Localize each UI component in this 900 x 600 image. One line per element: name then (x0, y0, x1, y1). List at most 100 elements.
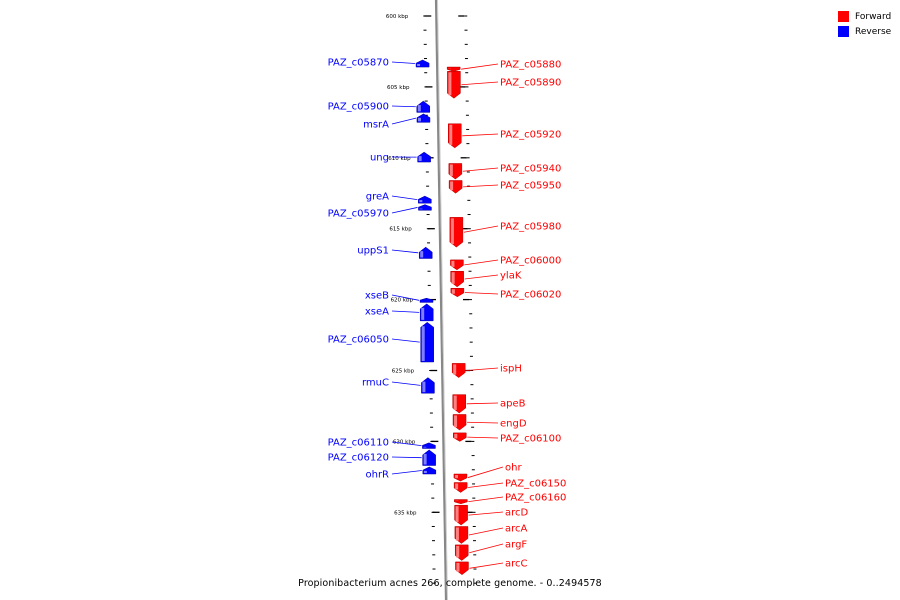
ruler-label-630: 630 kbp (393, 439, 416, 445)
label-leader-PAZ_c05920 (462, 133, 499, 137)
label-leader-arcD (468, 511, 504, 516)
gene-highlight (421, 307, 425, 320)
gene-label-arcD: arcD (505, 508, 529, 519)
label-leader-PAZ_c05900 (391, 105, 416, 108)
gene-label-ylaK: ylaK (500, 271, 522, 282)
gene-label-PAZ_c05890: PAZ_c05890 (500, 78, 561, 89)
label-leader-greA (391, 195, 418, 201)
label-leader-PAZ_c05980 (463, 225, 499, 233)
ruler-label-635: 635 kbp (394, 510, 417, 516)
gene-label-rmuC: rmuC (362, 378, 389, 389)
ruler-label-625: 625 kbp (392, 369, 415, 375)
label-leader-PAZ_c05970 (391, 207, 418, 214)
label-leader-PAZ_c06000 (464, 259, 499, 266)
gene-label-PAZ_c05920: PAZ_c05920 (500, 130, 561, 141)
gene-label-arcA: arcA (505, 524, 528, 535)
gene-highlight (451, 289, 455, 294)
gene-label-PAZ_c06160: PAZ_c06160 (505, 493, 566, 504)
backbone-line (434, 0, 448, 600)
label-leader-msrA (391, 117, 417, 125)
gene-highlight (454, 415, 458, 428)
label-leader-arcC (469, 562, 504, 569)
gene-label-ispH: ispH (500, 364, 522, 375)
gene-label-ohr: ohr (505, 463, 522, 474)
gene-label-PAZ_c06120: PAZ_c06120 (328, 453, 389, 464)
gene-forward-PAZ_c05880 (446, 66, 461, 72)
gene-label-PAZ_c05900: PAZ_c05900 (328, 102, 389, 113)
gene-label-PAZ_c06150: PAZ_c06150 (505, 479, 566, 490)
ruler-label-605: 605 kbp (387, 85, 410, 91)
gene-highlight (453, 364, 457, 375)
gene-label-engD: engD (500, 419, 527, 430)
label-leader-PAZ_c06120 (391, 456, 422, 459)
gene-label-PAZ_c05880: PAZ_c05880 (500, 60, 561, 71)
gene-label-PAZ_c06110: PAZ_c06110 (328, 438, 389, 449)
gene-label-PAZ_c06020: PAZ_c06020 (500, 290, 561, 301)
gene-label-arcC: arcC (505, 559, 528, 570)
gene-label-greA: greA (366, 192, 389, 203)
label-leader-ispH (466, 367, 499, 371)
label-leader-argF (469, 543, 504, 554)
gene-label-PAZ_c05950: PAZ_c05950 (500, 181, 561, 192)
label-leader-PAZ_c06150 (468, 482, 504, 488)
gene-highlight (417, 117, 421, 122)
legend-item-reverse[interactable]: Reverse (838, 24, 891, 39)
label-leader-PAZ_c05870 (391, 61, 416, 64)
label-leader-PAZ_c06050 (391, 338, 420, 343)
gene-label-uppS1: uppS1 (357, 246, 389, 257)
gene-highlight (451, 272, 455, 284)
gene-label-ohrR: ohrR (365, 470, 389, 481)
ruler-label-600: 600 kbp (386, 14, 409, 20)
gene-highlight (423, 446, 427, 448)
gene-highlight (456, 562, 460, 572)
gene-highlight (417, 105, 421, 112)
gene-label-PAZ_c05870: PAZ_c05870 (328, 58, 389, 69)
label-leader-PAZ_c06020 (464, 292, 499, 295)
map-caption: Propionibacterium acnes 266, complete ge… (298, 578, 602, 589)
gene-highlight (456, 545, 460, 558)
gene-forward-PAZ_c06160 (454, 499, 468, 505)
label-leader-rmuC (391, 381, 421, 386)
gene-highlight (423, 470, 427, 474)
gene-highlight (453, 395, 457, 411)
gene-highlight (419, 208, 423, 210)
gene-highlight (455, 506, 459, 523)
label-leader-apeB (466, 402, 499, 405)
legend-item-forward[interactable]: Forward (838, 9, 891, 24)
ruler-label-615: 615 kbp (389, 227, 412, 233)
label-leader-ylaK (464, 274, 499, 280)
gene-label-PAZ_c05970: PAZ_c05970 (328, 209, 389, 220)
gene-label-PAZ_c06050: PAZ_c06050 (328, 335, 389, 346)
label-leader-PAZ_c06160 (468, 496, 504, 503)
label-leader-PAZ_c05950 (463, 184, 499, 188)
label-leader-PAZ_c06110 (391, 441, 422, 447)
label-leader-ohr (467, 466, 504, 478)
gene-highlight (454, 475, 458, 479)
gene-highlight (450, 218, 454, 245)
gene-highlight (420, 251, 424, 258)
gene-reverse-PAZ_c05970 (418, 204, 432, 211)
gene-label-apeB: apeB (500, 399, 526, 410)
gene-highlight (418, 156, 422, 162)
gene-label-msrA: msrA (363, 120, 389, 131)
backbone-shadow (437, 0, 448, 600)
gene-label-PAZ_c06100: PAZ_c06100 (500, 434, 561, 445)
gene-label-PAZ_c05980: PAZ_c05980 (500, 222, 561, 233)
reverse-swatch-icon (838, 26, 849, 37)
gene-reverse-xseB (419, 297, 434, 303)
gene-label-argF: argF (505, 540, 527, 551)
gene-highlight (451, 260, 455, 267)
gene-reverse-PAZ_c06110 (422, 442, 436, 449)
gene-label-PAZ_c06000: PAZ_c06000 (500, 256, 561, 267)
label-leader-ohrR (391, 470, 422, 475)
gene-highlight (448, 72, 452, 96)
label-leader-uppS1 (391, 249, 419, 254)
gene-label-ung: ung (370, 153, 389, 164)
label-leader-arcA (468, 527, 504, 536)
gene-highlight (449, 124, 453, 145)
gene-highlight (421, 326, 425, 361)
gene-highlight (423, 453, 427, 465)
ruler-label-610: 610 kbp (388, 156, 411, 162)
forward-swatch-icon (838, 11, 849, 22)
